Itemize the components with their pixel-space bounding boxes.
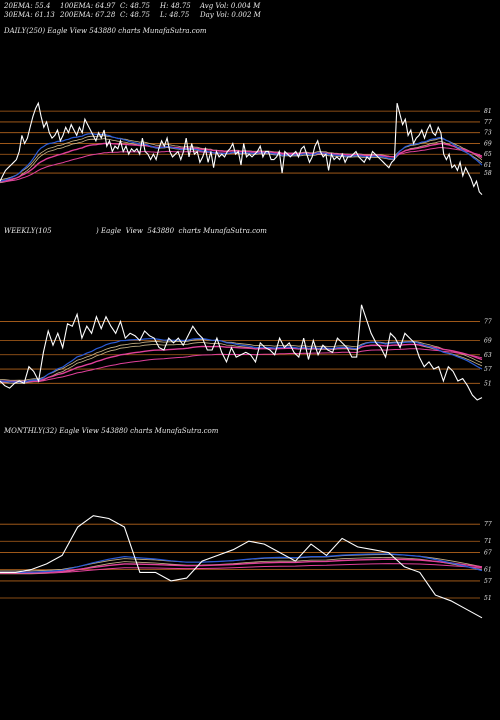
ema-line [0, 553, 483, 573]
y-tick-label: 65 [484, 151, 492, 158]
high-label: H: 48.75 [160, 2, 191, 10]
y-tick-label: 73 [484, 130, 492, 137]
avg-vol-label: Avg Vol: 0.004 M [200, 2, 261, 10]
y-tick-label: 61 [484, 162, 492, 169]
y-tick-label: 58 [484, 170, 492, 177]
ema100-label: 100EMA: 64.97 [60, 2, 116, 10]
close-label-2: C: 48.75 [120, 11, 150, 19]
y-tick-label: 69 [484, 140, 492, 147]
ema-line [0, 142, 483, 182]
close-label: C: 48.75 [120, 2, 150, 10]
day-vol-label: Day Vol: 0.002 M [200, 11, 261, 19]
weekly-chart-title: WEEKLY(105 ) Eagle View 543880 charts Mu… [4, 227, 267, 235]
y-tick-label: 81 [484, 108, 492, 115]
price-line [0, 101, 483, 195]
y-tick-label: 57 [484, 578, 492, 585]
y-tick-label: 61 [484, 567, 492, 574]
y-tick-label: 51 [484, 380, 492, 387]
ema-line [0, 558, 483, 574]
ema-line [0, 133, 483, 182]
ema-line [0, 343, 483, 383]
low-label: L: 48.75 [160, 11, 190, 19]
ema30-label: 30EMA: 61.13 [4, 11, 55, 19]
price-line [0, 515, 483, 619]
y-tick-label: 67 [484, 550, 492, 557]
y-tick-label: 77 [484, 521, 492, 528]
ema200-label: 200EMA: 67.28 [60, 11, 116, 19]
daily-chart-title: DAILY(250) Eagle View 543880 charts Muna… [4, 27, 207, 35]
price-line [0, 304, 483, 401]
y-tick-label: 63 [484, 352, 492, 359]
monthly-chart-title: MONTHLY(32) Eagle View 543880 charts Mun… [4, 427, 219, 435]
y-tick-label: 57 [484, 366, 492, 373]
ema-line [0, 563, 483, 574]
ema-line [0, 348, 483, 383]
y-tick-label: 51 [484, 595, 492, 602]
y-tick-label: 69 [484, 337, 492, 344]
ema20-label: 20EMA: 55.4 [4, 2, 51, 10]
y-tick-label: 71 [484, 538, 492, 545]
y-tick-label: 77 [484, 318, 492, 325]
y-tick-label: 77 [484, 119, 492, 126]
